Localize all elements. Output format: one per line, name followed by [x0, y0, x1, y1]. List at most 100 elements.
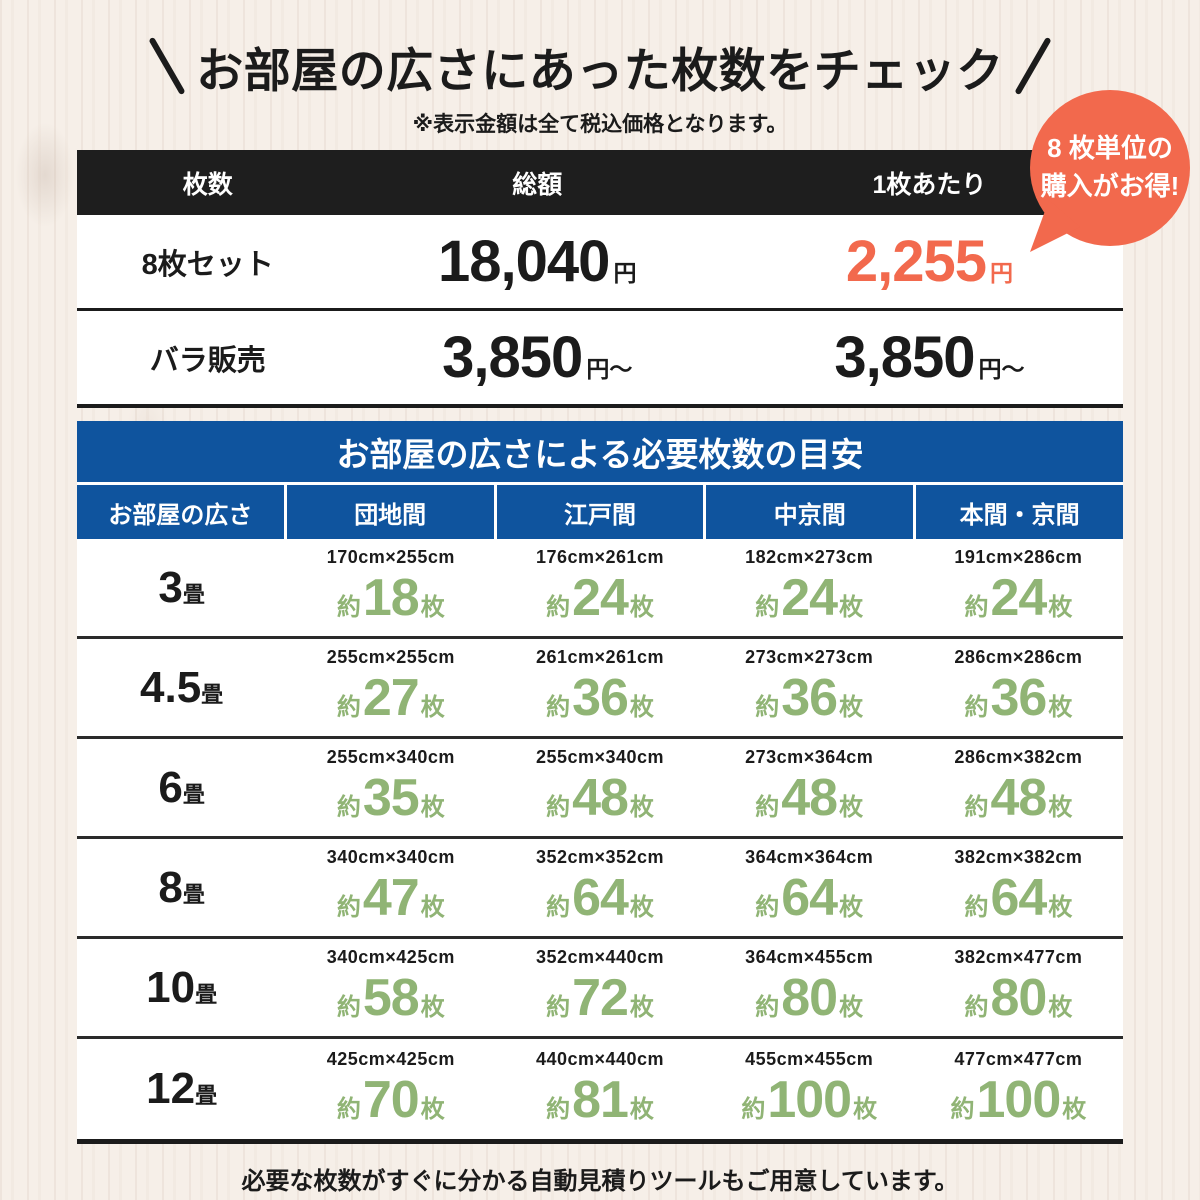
tile-count-unit: 枚 — [420, 894, 445, 921]
tile-count-value: 47 — [362, 869, 420, 927]
price-header-count: 枚数 — [182, 170, 233, 199]
size-cell: 286cm×286cm 約 36 枚 — [914, 647, 1123, 728]
size-cell: 440cm×440cm 約 81 枚 — [495, 1049, 704, 1130]
size-cell: 273cm×364cm 約 48 枚 — [705, 747, 914, 828]
price-table: 枚数 総額 1枚あたり 8枚セット 18,040 円 2,255 円 バラ販売 3,… — [77, 150, 1123, 408]
approx-prefix: 約 — [336, 694, 361, 721]
approx-prefix: 約 — [755, 994, 780, 1021]
tile-count-value: 48 — [572, 769, 629, 827]
price-header-per-piece: 1枚あたり — [872, 170, 987, 199]
tile-count-unit: 枚 — [1062, 1095, 1087, 1123]
tile-count: 約 100 枚 — [914, 1070, 1123, 1130]
savings-badge: 8 枚単位の 購入がお得! — [1030, 90, 1190, 246]
per-piece-price-unit: 円 — [990, 260, 1014, 286]
room-dimensions: 352cm×352cm — [535, 847, 665, 867]
room-size-value: 10 — [146, 962, 196, 1012]
column-header-edoma: 江戸間 — [496, 485, 704, 539]
room-dimensions: 340cm×340cm — [326, 847, 455, 867]
tile-count-unit: 枚 — [1048, 594, 1073, 621]
room-dimensions: 364cm×364cm — [745, 847, 874, 867]
tile-count: 約 36 枚 — [705, 668, 914, 728]
room-dimensions: 382cm×477cm — [954, 947, 1083, 967]
per-piece-price: 3,850 円〜 — [736, 324, 1123, 391]
tile-count: 約 36 枚 — [495, 668, 704, 728]
tile-count-unit: 枚 — [1048, 994, 1073, 1021]
size-cell: 170cm×255cm 約 18 枚 — [286, 547, 495, 628]
approx-prefix: 約 — [336, 994, 361, 1021]
room-size-label: 6畳 — [77, 763, 286, 813]
tile-count-value: 80 — [990, 969, 1047, 1027]
tile-count: 約 24 枚 — [705, 568, 914, 628]
approx-prefix: 約 — [336, 1095, 361, 1123]
total-price-value: 18,040 — [438, 229, 610, 294]
per-piece-price: 2,255 円 — [736, 228, 1123, 295]
size-cell: 255cm×255cm 約 27 枚 — [286, 647, 495, 728]
size-cell: 455cm×455cm 約 100 枚 — [705, 1049, 914, 1130]
total-price: 18,040 円 — [339, 228, 736, 295]
size-cell: 286cm×382cm 約 48 枚 — [914, 747, 1123, 828]
tile-count: 約 36 枚 — [914, 668, 1123, 728]
room-dimensions: 455cm×455cm — [745, 1048, 874, 1069]
room-dimensions: 191cm×286cm — [954, 547, 1083, 567]
size-row-8jo: 8畳 340cm×340cm 約 47 枚 352cm×352cm 約 64 枚 364… — [77, 839, 1123, 939]
approx-prefix: 約 — [546, 794, 571, 821]
price-row-label: 8枚セット — [141, 248, 274, 281]
tile-count: 約 35 枚 — [286, 768, 495, 828]
tile-count-value: 35 — [362, 769, 420, 827]
tile-count-unit: 枚 — [629, 1095, 654, 1123]
tile-count: 約 100 枚 — [705, 1070, 914, 1130]
room-size-label: 3畳 — [77, 563, 286, 613]
room-size-unit: 畳 — [182, 781, 205, 807]
approx-prefix: 約 — [964, 794, 989, 821]
room-dimensions: 273cm×273cm — [745, 647, 874, 667]
column-header-chukyoma: 中京間 — [706, 485, 914, 539]
approx-prefix: 約 — [755, 594, 780, 621]
tile-count-unit: 枚 — [629, 594, 654, 621]
room-size-value: 4.5 — [140, 662, 202, 712]
size-row-12jo: 12畳 425cm×425cm 約 70 枚 440cm×440cm 約 81 枚 45… — [77, 1039, 1123, 1139]
size-cell: 340cm×425cm 約 58 枚 — [286, 947, 495, 1028]
size-cell: 382cm×382cm 約 64 枚 — [914, 847, 1123, 928]
tile-count-value: 58 — [362, 969, 420, 1027]
approx-prefix: 約 — [755, 694, 780, 721]
room-dimensions: 352cm×440cm — [535, 947, 665, 967]
size-cell: 176cm×261cm 約 24 枚 — [495, 547, 704, 628]
total-price: 3,850 円〜 — [339, 324, 736, 391]
room-size-value: 3 — [158, 562, 183, 612]
size-table-column-headers: お部屋の広さ 団地間 江戸間 中京間 本間・京間 — [77, 482, 1123, 539]
tile-count-value: 24 — [572, 569, 629, 627]
tile-count-unit: 枚 — [853, 1095, 878, 1123]
size-row-10jo: 10畳 340cm×425cm 約 58 枚 352cm×440cm 約 72 枚 36… — [77, 939, 1123, 1039]
size-table-title: お部屋の広さによる必要枚数の目安 — [77, 421, 1123, 482]
tile-count: 約 48 枚 — [914, 768, 1123, 828]
tile-count-unit: 枚 — [1048, 794, 1073, 821]
tile-count: 約 64 枚 — [495, 868, 704, 928]
tile-count-value: 64 — [990, 869, 1047, 927]
tile-count-unit: 枚 — [420, 594, 445, 621]
approx-prefix: 約 — [546, 994, 571, 1021]
room-size-label: 12畳 — [77, 1064, 286, 1114]
room-dimensions: 170cm×255cm — [326, 547, 455, 567]
per-piece-price-value: 3,850 — [834, 325, 975, 390]
tile-count-value: 24 — [990, 569, 1047, 627]
tile-count-value: 36 — [781, 669, 838, 727]
tile-count-unit: 枚 — [839, 594, 864, 621]
approx-prefix: 約 — [546, 894, 571, 921]
room-dimensions: 261cm×261cm — [535, 647, 665, 667]
savings-badge-line1: 8 枚単位の — [1047, 133, 1173, 164]
row-divider — [77, 308, 1123, 311]
price-row-single: バラ販売 3,850 円〜 3,850 円〜 — [77, 311, 1123, 404]
approx-prefix: 約 — [336, 894, 361, 921]
tile-count-value: 27 — [362, 669, 420, 727]
room-dimensions: 340cm×425cm — [326, 947, 455, 967]
tile-count: 約 64 枚 — [914, 868, 1123, 928]
tile-count-unit: 枚 — [420, 1095, 445, 1123]
tile-count: 約 70 枚 — [286, 1070, 495, 1130]
room-dimensions: 440cm×440cm — [535, 1048, 665, 1069]
tile-count-unit: 枚 — [839, 794, 864, 821]
size-cell: 182cm×273cm 約 24 枚 — [705, 547, 914, 628]
tile-count-value: 64 — [572, 869, 629, 927]
page-title: お部屋の広さにあった枚数をチェック — [196, 43, 1004, 97]
approx-prefix: 約 — [755, 894, 780, 921]
